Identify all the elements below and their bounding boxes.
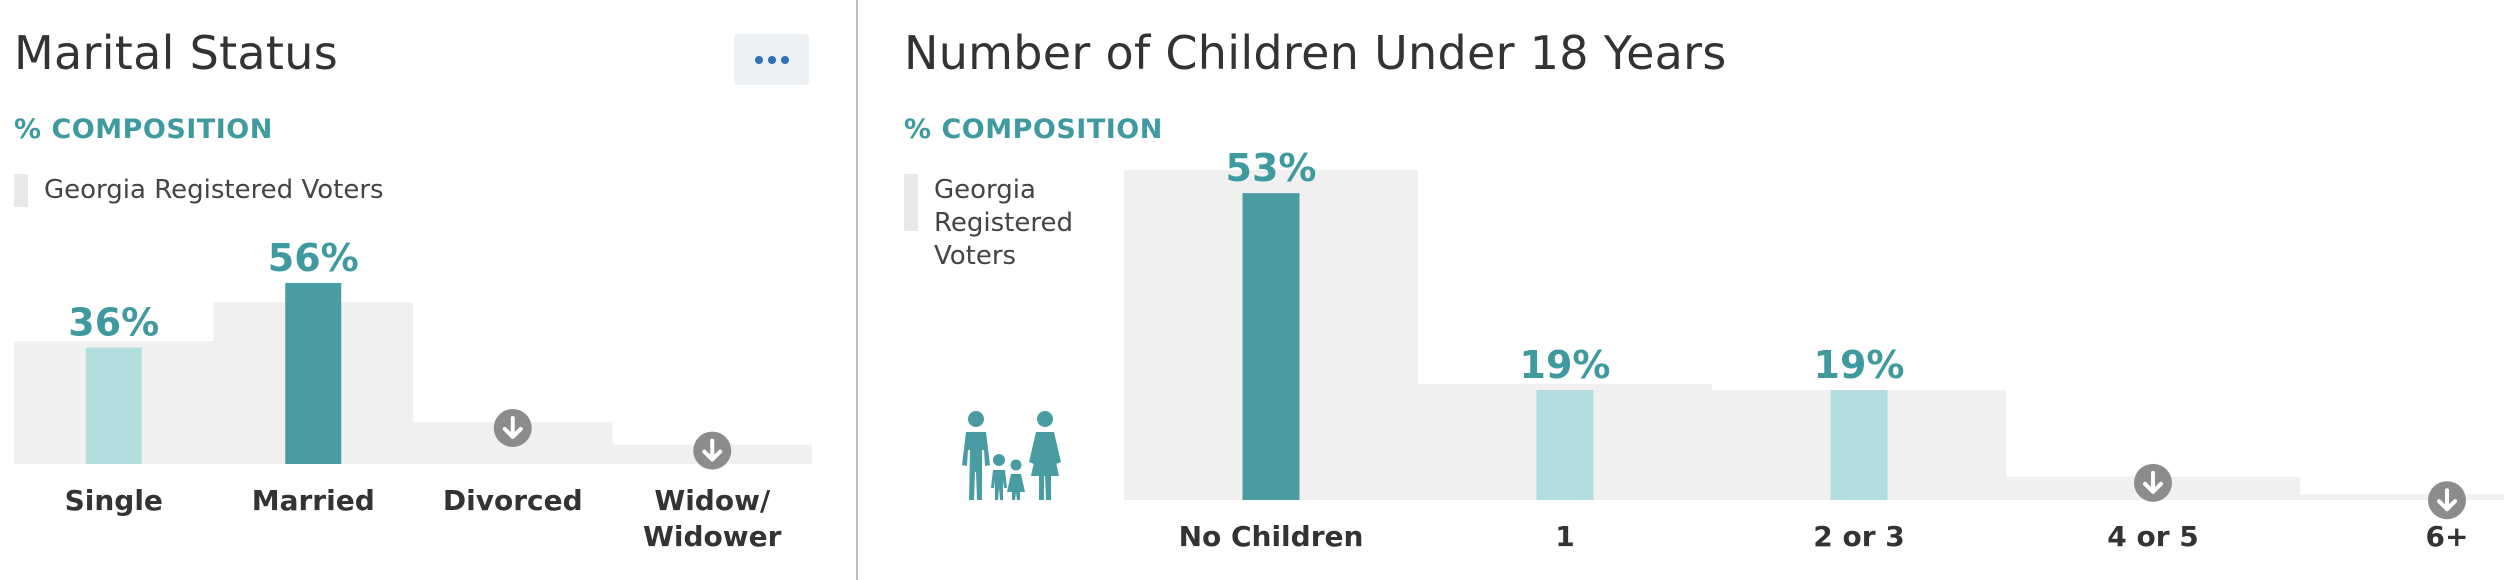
chart-bar: [1536, 390, 1594, 500]
arrow-down-circle-icon: [493, 408, 532, 447]
category-label: No Children: [1179, 520, 1364, 553]
category-label: Widow/Widower: [643, 484, 782, 553]
legend-label: Georgia Registered Voters: [44, 175, 384, 205]
category-label: 2 or 3: [1813, 520, 1905, 553]
children-chart: 53% No Children 19% 1 19% 2 or 3 4 or 5 6+: [962, 146, 2504, 553]
chart-legend: Georgia Registered Voters: [904, 174, 1094, 273]
marital-status-chart: 36% Single 56% Married Divorced Widow/Widower: [14, 236, 812, 553]
data-label: 53%: [1226, 146, 1317, 190]
children-panel: Number of Children Under 18 Years % COMP…: [858, 0, 2504, 580]
data-label: 56%: [268, 236, 359, 280]
marital-status-panel: Marital Status % COMPOSITION Georgia Reg…: [0, 0, 856, 580]
chart-bar: [85, 347, 142, 464]
panel-title: Marital Status: [14, 26, 338, 80]
data-label: 19%: [1520, 343, 1611, 387]
category-label: 4 or 5: [2107, 520, 2199, 553]
arrow-down-circle-icon: [693, 431, 732, 470]
family-icon: [962, 411, 1061, 500]
chart-legend: Georgia Registered Voters: [14, 174, 384, 207]
panel-divider: [856, 0, 858, 580]
legend-swatch: [904, 174, 918, 231]
ellipsis-icon: [754, 55, 789, 64]
chart-bar: [1830, 390, 1888, 500]
legend-swatch: [14, 174, 28, 207]
chart-bar: [1242, 193, 1300, 500]
panel-title: Number of Children Under 18 Years: [904, 26, 1727, 80]
category-label: Married: [252, 484, 375, 517]
category-label: 1: [1555, 520, 1574, 553]
category-label: Divorced: [443, 484, 583, 517]
chart-subtitle: % COMPOSITION: [14, 114, 273, 145]
arrow-down-circle-icon: [2428, 481, 2466, 520]
category-label: 6+: [2426, 520, 2469, 553]
data-label: 19%: [1814, 343, 1905, 387]
more-options-button[interactable]: [734, 34, 809, 85]
data-label: 36%: [68, 301, 159, 345]
chart-subtitle: % COMPOSITION: [904, 114, 1163, 145]
legend-label: Georgia Registered Voters: [934, 175, 1073, 271]
arrow-down-circle-icon: [2134, 463, 2172, 502]
chart-bar: [285, 282, 342, 464]
benchmark-band: [2300, 494, 2504, 500]
category-label: Single: [65, 484, 163, 517]
